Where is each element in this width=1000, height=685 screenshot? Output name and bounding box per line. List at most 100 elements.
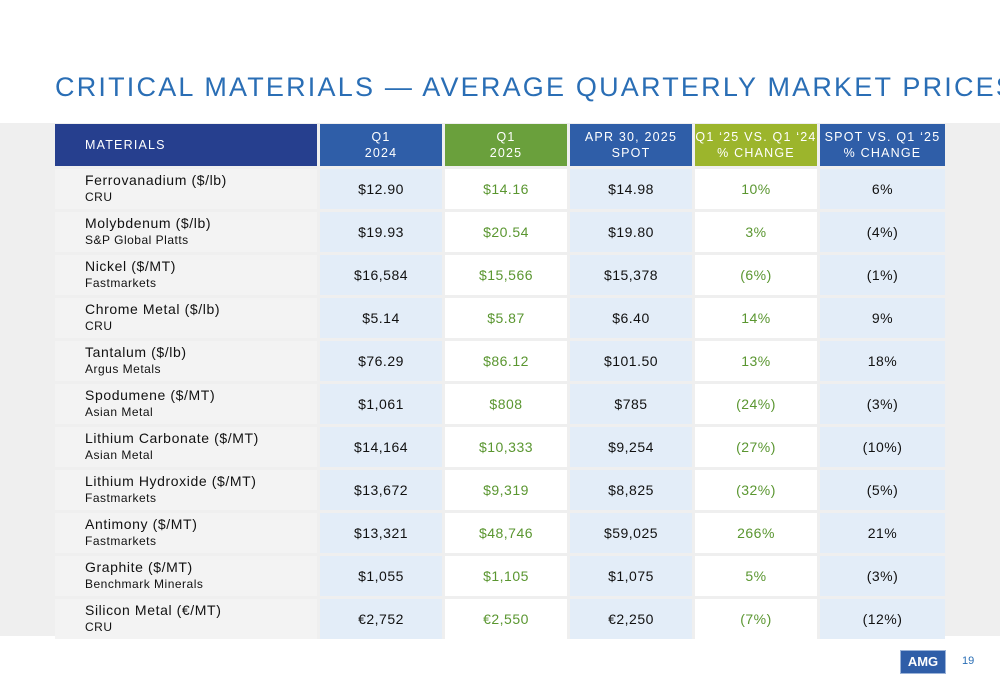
q1-change-value: 10% [695, 166, 820, 209]
material-cell: Spodumene ($/MT) Asian Metal [55, 381, 320, 424]
page-title: CRITICAL MATERIALS — AVERAGE QUARTERLY M… [55, 72, 1000, 102]
material-cell: Chrome Metal ($/lb) CRU [55, 295, 320, 338]
spot-value: $19.80 [570, 209, 695, 252]
q1-change-value: 266% [695, 510, 820, 553]
material-cell: Lithium Carbonate ($/MT) Asian Metal [55, 424, 320, 467]
material-source: CRU [85, 190, 113, 204]
material-cell: Antimony ($/MT) Fastmarkets [55, 510, 320, 553]
table-row: Lithium Carbonate ($/MT) Asian Metal $14,… [55, 424, 945, 467]
spot-value: $6.40 [570, 295, 695, 338]
spot-change-value: (3%) [820, 553, 945, 596]
q1-change-value: 13% [695, 338, 820, 381]
header-q1-2024: Q1 2024 [320, 124, 445, 166]
material-name: Silicon Metal (€/MT) [85, 602, 222, 618]
material-cell: Nickel ($/MT) Fastmarkets [55, 252, 320, 295]
q1-2024-value: €2,752 [320, 596, 445, 639]
q1-2025-value: $9,319 [445, 467, 570, 510]
q1-change-value: 3% [695, 209, 820, 252]
material-cell: Ferrovanadium ($/lb) CRU [55, 166, 320, 209]
q1-2024-value: $1,055 [320, 553, 445, 596]
material-cell: Molybdenum ($/lb) S&P Global Platts [55, 209, 320, 252]
spot-value: $785 [570, 381, 695, 424]
spot-change-value: (12%) [820, 596, 945, 639]
q1-2025-value: $1,105 [445, 553, 570, 596]
material-source: Asian Metal [85, 405, 154, 419]
spot-change-value: (5%) [820, 467, 945, 510]
material-cell: Silicon Metal (€/MT) CRU [55, 596, 320, 639]
amg-logo: AMG [900, 650, 946, 674]
spot-change-value: (4%) [820, 209, 945, 252]
q1-2024-value: $5.14 [320, 295, 445, 338]
material-name: Lithium Carbonate ($/MT) [85, 430, 259, 446]
table-row: Lithium Hydroxide ($/MT) Fastmarkets $13,… [55, 467, 945, 510]
q1-2024-value: $12.90 [320, 166, 445, 209]
table-row: Molybdenum ($/lb) S&P Global Platts $19.9… [55, 209, 945, 252]
q1-2025-value: €2,550 [445, 596, 570, 639]
material-name: Antimony ($/MT) [85, 516, 198, 532]
q1-2025-value: $86.12 [445, 338, 570, 381]
material-cell: Lithium Hydroxide ($/MT) Fastmarkets [55, 467, 320, 510]
q1-2024-value: $19.93 [320, 209, 445, 252]
material-name: Lithium Hydroxide ($/MT) [85, 473, 257, 489]
material-name: Tantalum ($/lb) [85, 344, 187, 360]
spot-change-value: (1%) [820, 252, 945, 295]
material-name: Graphite ($/MT) [85, 559, 193, 575]
spot-value: $15,378 [570, 252, 695, 295]
material-cell: Tantalum ($/lb) Argus Metals [55, 338, 320, 381]
q1-2024-value: $13,672 [320, 467, 445, 510]
material-source: Fastmarkets [85, 491, 157, 505]
material-source: CRU [85, 620, 113, 634]
q1-change-value: 14% [695, 295, 820, 338]
spot-change-value: 18% [820, 338, 945, 381]
page-number: 19 [962, 655, 975, 667]
table-row: Spodumene ($/MT) Asian Metal $1,061 $808 … [55, 381, 945, 424]
q1-2024-value: $13,321 [320, 510, 445, 553]
q1-change-value: (7%) [695, 596, 820, 639]
table-header-row: MATERIALS Q1 2024 Q1 2025 APR 30, 2025 SPOT… [55, 124, 945, 166]
spot-value: $59,025 [570, 510, 695, 553]
material-source: Argus Metals [85, 362, 162, 376]
material-source: Fastmarkets [85, 534, 157, 548]
table-row: Silicon Metal (€/MT) CRU €2,752 €2,550 €2… [55, 596, 945, 639]
q1-change-value: (6%) [695, 252, 820, 295]
material-source: Asian Metal [85, 448, 154, 462]
header-spot: APR 30, 2025 SPOT [570, 124, 695, 166]
q1-2025-value: $808 [445, 381, 570, 424]
header-q1-2025: Q1 2025 [445, 124, 570, 166]
material-name: Chrome Metal ($/lb) [85, 301, 221, 317]
table-row: Graphite ($/MT) Benchmark Minerals $1,055… [55, 553, 945, 596]
spot-change-value: (3%) [820, 381, 945, 424]
material-source: Fastmarkets [85, 276, 157, 290]
material-name: Nickel ($/MT) [85, 258, 177, 274]
q1-2024-value: $76.29 [320, 338, 445, 381]
q1-2025-value: $20.54 [445, 209, 570, 252]
spot-change-value: 21% [820, 510, 945, 553]
spot-value: $14.98 [570, 166, 695, 209]
q1-change-value: (32%) [695, 467, 820, 510]
q1-2025-value: $15,566 [445, 252, 570, 295]
header-spot-change: SPOT VS. Q1 ‘25% CHANGE [820, 124, 945, 166]
spot-change-value: 9% [820, 295, 945, 338]
q1-2024-value: $1,061 [320, 381, 445, 424]
spot-value: $101.50 [570, 338, 695, 381]
material-source: Benchmark Minerals [85, 577, 204, 591]
table-row: Nickel ($/MT) Fastmarkets $16,584 $15,566… [55, 252, 945, 295]
header-materials: MATERIALS [55, 124, 320, 166]
q1-change-value: (24%) [695, 381, 820, 424]
material-name: Spodumene ($/MT) [85, 387, 216, 403]
spot-value: $9,254 [570, 424, 695, 467]
table-row: Antimony ($/MT) Fastmarkets $13,321 $48,7… [55, 510, 945, 553]
material-source: S&P Global Platts [85, 233, 189, 247]
q1-2025-value: $48,746 [445, 510, 570, 553]
header-q1-change: Q1 ‘25 VS. Q1 ‘24% CHANGE [695, 124, 820, 166]
q1-change-value: (27%) [695, 424, 820, 467]
table-row: Chrome Metal ($/lb) CRU $5.14 $5.87 $6.40… [55, 295, 945, 338]
q1-2025-value: $5.87 [445, 295, 570, 338]
material-cell: Graphite ($/MT) Benchmark Minerals [55, 553, 320, 596]
q1-2025-value: $10,333 [445, 424, 570, 467]
table-row: Ferrovanadium ($/lb) CRU $12.90 $14.16 $1… [55, 166, 945, 209]
spot-value: $1,075 [570, 553, 695, 596]
spot-change-value: 6% [820, 166, 945, 209]
q1-change-value: 5% [695, 553, 820, 596]
spot-change-value: (10%) [820, 424, 945, 467]
